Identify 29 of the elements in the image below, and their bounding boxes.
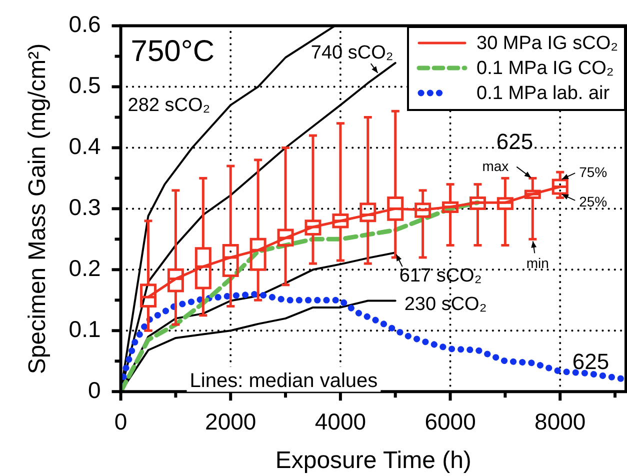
y-tick-label: 0.6 <box>68 11 101 38</box>
annotation: min <box>526 255 549 272</box>
y-tick-label: 0 <box>88 376 101 403</box>
annotation: 750°C <box>130 34 214 68</box>
y-tick-label: 0.1 <box>68 316 101 342</box>
x-tick-label: 0 <box>114 408 128 435</box>
annotation: 617 sCO₂ <box>399 266 482 287</box>
y-tick-label: 0.5 <box>68 72 101 98</box>
annotation: 625 <box>572 348 610 374</box>
annotation: 740 sCO₂ <box>310 42 394 64</box>
annotation: max <box>482 158 509 174</box>
y-axis-title: Specimen Mass Gain (mg/cm²) <box>24 43 52 374</box>
x-tick-label: 8000 <box>534 408 586 435</box>
y-tick-label: 0.3 <box>68 194 101 220</box>
annotation: 230 sCO₂ <box>404 294 487 315</box>
y-tick-label: 0.4 <box>68 133 101 160</box>
x-tick-label: 2000 <box>205 408 256 435</box>
annotation: Lines: median values <box>190 370 378 392</box>
legend-label: 30 MPa IG sCO₂ <box>476 32 618 56</box>
x-tick-label: 6000 <box>424 408 476 435</box>
legend-label: 0.1 MPa IG CO₂ <box>476 56 614 81</box>
legend-label: 0.1 MPa lab. air <box>476 82 610 106</box>
y-tick-label: 0.2 <box>68 255 101 282</box>
annotation: 75% <box>579 164 608 180</box>
annotation: 625 <box>496 128 534 154</box>
x-tick-label: 4000 <box>314 408 366 435</box>
annotation: 282 sCO₂ <box>128 94 210 116</box>
annotation: 25% <box>579 193 608 210</box>
x-axis-title: Exposure Time (h) <box>275 447 472 474</box>
